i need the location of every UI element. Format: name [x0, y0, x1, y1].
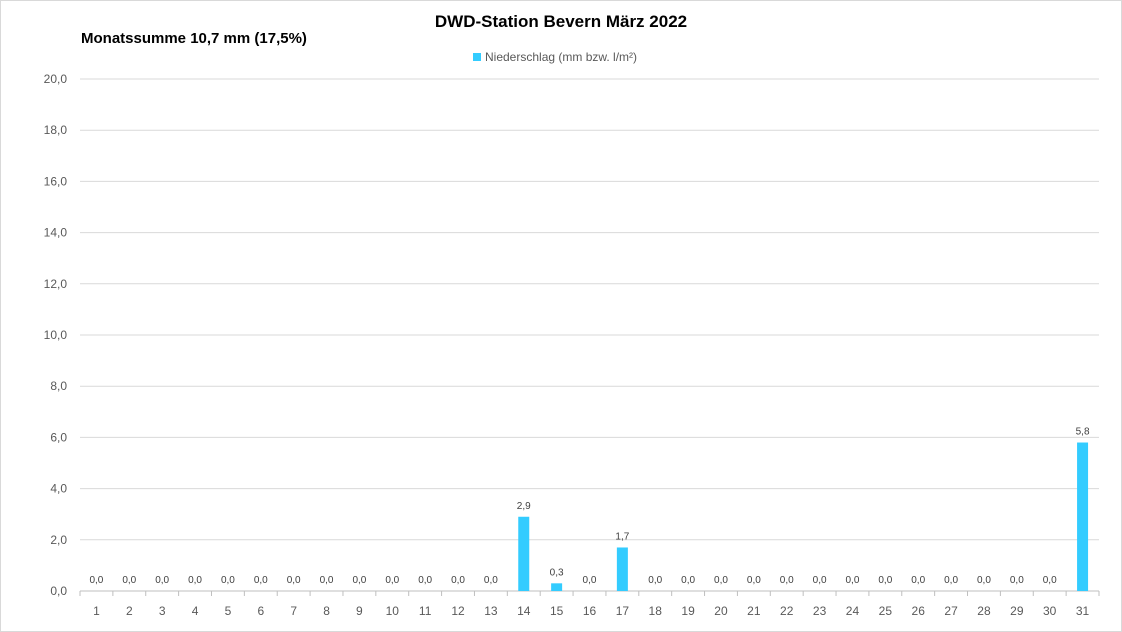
data-label: 0,0 [385, 575, 399, 586]
x-tick-label: 10 [386, 604, 400, 618]
data-label: 0,0 [1043, 575, 1057, 586]
bar [616, 547, 628, 591]
y-tick-label: 20,0 [44, 72, 68, 86]
x-tick-label: 9 [356, 604, 363, 618]
x-tick-label: 12 [451, 604, 465, 618]
x-tick-label: 14 [517, 604, 531, 618]
data-label: 0,0 [878, 575, 892, 586]
x-tick-label: 21 [747, 604, 761, 618]
x-tick-label: 11 [419, 604, 432, 618]
data-label: 0,0 [320, 575, 334, 586]
legend-label: Niederschlag (mm bzw. l/m²) [485, 50, 638, 64]
x-tick-label: 15 [550, 604, 564, 618]
data-label: 0,0 [221, 575, 235, 586]
bar [551, 583, 563, 591]
y-tick-label: 8,0 [50, 379, 67, 393]
x-tick-label: 19 [681, 604, 695, 618]
data-label: 0,0 [714, 575, 728, 586]
data-label: 0,0 [944, 575, 958, 586]
bar [1077, 442, 1089, 591]
data-label: 0,0 [451, 575, 465, 586]
x-tick-label: 25 [879, 604, 893, 618]
x-tick-label: 30 [1043, 604, 1057, 618]
x-tick-label: 16 [583, 604, 597, 618]
y-tick-label: 0,0 [50, 584, 67, 598]
data-label: 0,0 [287, 575, 301, 586]
y-tick-label: 10,0 [44, 328, 68, 342]
data-label: 0,0 [484, 575, 498, 586]
data-label: 0,0 [780, 575, 794, 586]
y-tick-label: 4,0 [50, 482, 67, 496]
x-tick-label: 28 [977, 604, 991, 618]
y-tick-label: 2,0 [50, 533, 67, 547]
chart-title: DWD-Station Bevern März 2022 [434, 12, 688, 31]
data-label: 0,0 [1010, 575, 1024, 586]
x-tick-label: 22 [780, 604, 794, 618]
y-tick-label: 18,0 [44, 123, 68, 137]
x-tick-label: 20 [714, 604, 728, 618]
data-label: 0,0 [681, 575, 695, 586]
data-label: 0,0 [846, 575, 860, 586]
x-tick-label: 13 [484, 604, 498, 618]
data-label: 0,0 [188, 575, 202, 586]
y-tick-label: 14,0 [44, 226, 68, 240]
data-label: 0,0 [583, 575, 597, 586]
data-label: 0,0 [747, 575, 761, 586]
x-tick-label: 18 [649, 604, 663, 618]
bar [518, 516, 530, 591]
x-tick-label: 4 [192, 604, 199, 618]
x-tick-label: 1 [93, 604, 100, 618]
data-label: 5,8 [1076, 427, 1090, 438]
x-tick-label: 17 [616, 604, 630, 618]
data-label: 1,7 [615, 531, 629, 542]
y-tick-label: 6,0 [50, 430, 67, 444]
x-tick-label: 24 [846, 604, 860, 618]
x-tick-label: 2 [126, 604, 133, 618]
y-tick-label: 16,0 [44, 174, 68, 188]
data-label: 0,0 [89, 575, 103, 586]
data-label: 0,0 [155, 575, 169, 586]
x-tick-label: 26 [912, 604, 926, 618]
data-label: 0,0 [977, 575, 991, 586]
x-tick-label: 31 [1076, 604, 1090, 618]
x-tick-label: 6 [257, 604, 264, 618]
x-tick-label: 29 [1010, 604, 1024, 618]
x-tick-label: 23 [813, 604, 827, 618]
x-tick-label: 7 [290, 604, 297, 618]
x-tick-label: 3 [159, 604, 166, 618]
data-label: 0,0 [648, 575, 662, 586]
data-label: 0,0 [122, 575, 136, 586]
data-label: 2,9 [517, 501, 531, 512]
x-tick-label: 27 [944, 604, 958, 618]
data-label: 0,3 [550, 567, 564, 578]
data-label: 0,0 [352, 575, 366, 586]
data-label: 0,0 [254, 575, 268, 586]
x-tick-label: 5 [225, 604, 232, 618]
legend-swatch [473, 53, 481, 61]
y-tick-label: 12,0 [44, 277, 68, 291]
x-tick-label: 8 [323, 604, 330, 618]
data-label: 0,0 [418, 575, 432, 586]
legend: Niederschlag (mm bzw. l/m²) [473, 50, 637, 64]
data-label: 0,0 [813, 575, 827, 586]
chart-subtitle: Monatssumme 10,7 mm (17,5%) [81, 30, 307, 47]
data-label: 0,0 [911, 575, 925, 586]
